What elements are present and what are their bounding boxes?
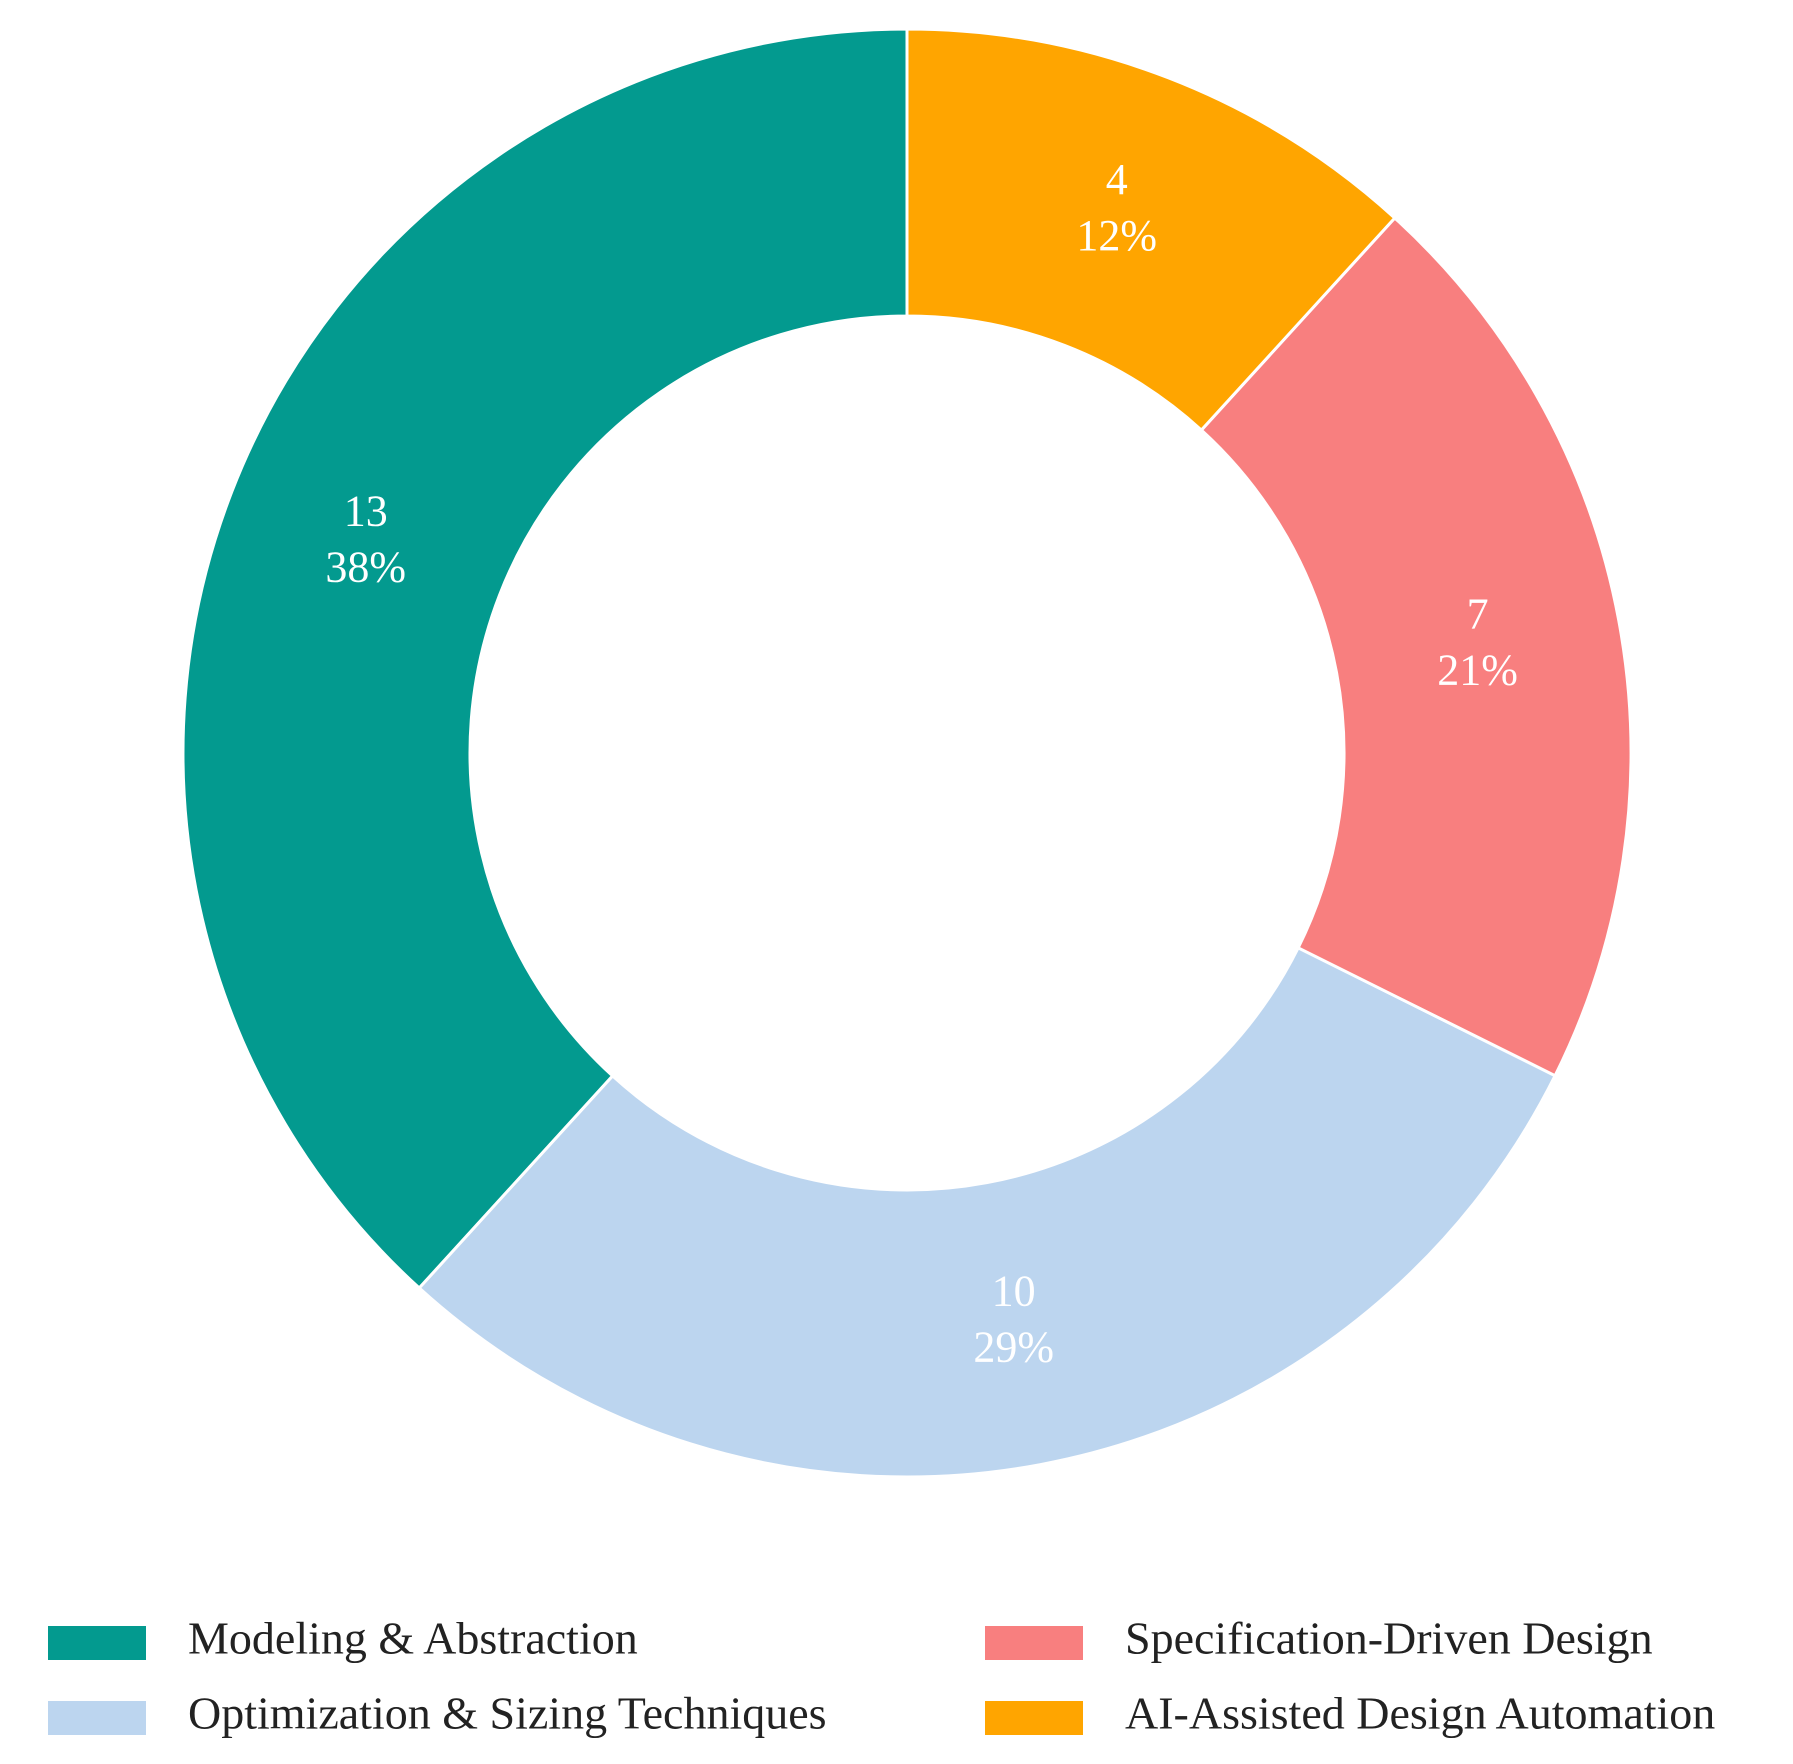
donut-slice bbox=[905, 27, 1397, 433]
slice-percent-label: 29% bbox=[973, 1323, 1054, 1372]
slice-value-label: 10 bbox=[992, 1267, 1036, 1316]
slice-value-label: 4 bbox=[1106, 155, 1128, 204]
legend-label: Specification-Driven Design bbox=[1125, 1613, 1653, 1664]
slice-percent-label: 12% bbox=[1076, 211, 1157, 260]
slice-value-label: 7 bbox=[1467, 589, 1489, 638]
slice-percent-label: 38% bbox=[325, 542, 406, 591]
legend-swatch bbox=[985, 1701, 1083, 1735]
legend-swatch bbox=[48, 1701, 146, 1735]
donut-slice bbox=[1199, 215, 1633, 1078]
donut-slice bbox=[181, 27, 909, 1291]
donut-slice bbox=[417, 945, 1558, 1479]
legend-swatch bbox=[985, 1626, 1083, 1660]
slice-value-label: 13 bbox=[344, 486, 388, 535]
legend-label: AI-Assisted Design Automation bbox=[1125, 1688, 1715, 1739]
legend-label: Modeling & Abstraction bbox=[188, 1613, 638, 1664]
legend-swatch bbox=[48, 1626, 146, 1660]
legend-label: Optimization & Sizing Techniques bbox=[188, 1688, 827, 1739]
slice-percent-label: 21% bbox=[1437, 645, 1518, 694]
